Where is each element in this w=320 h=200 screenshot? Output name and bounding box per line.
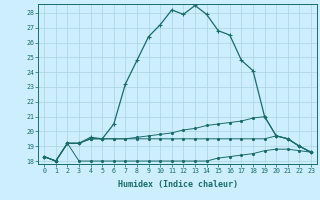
X-axis label: Humidex (Indice chaleur): Humidex (Indice chaleur)	[118, 180, 238, 189]
